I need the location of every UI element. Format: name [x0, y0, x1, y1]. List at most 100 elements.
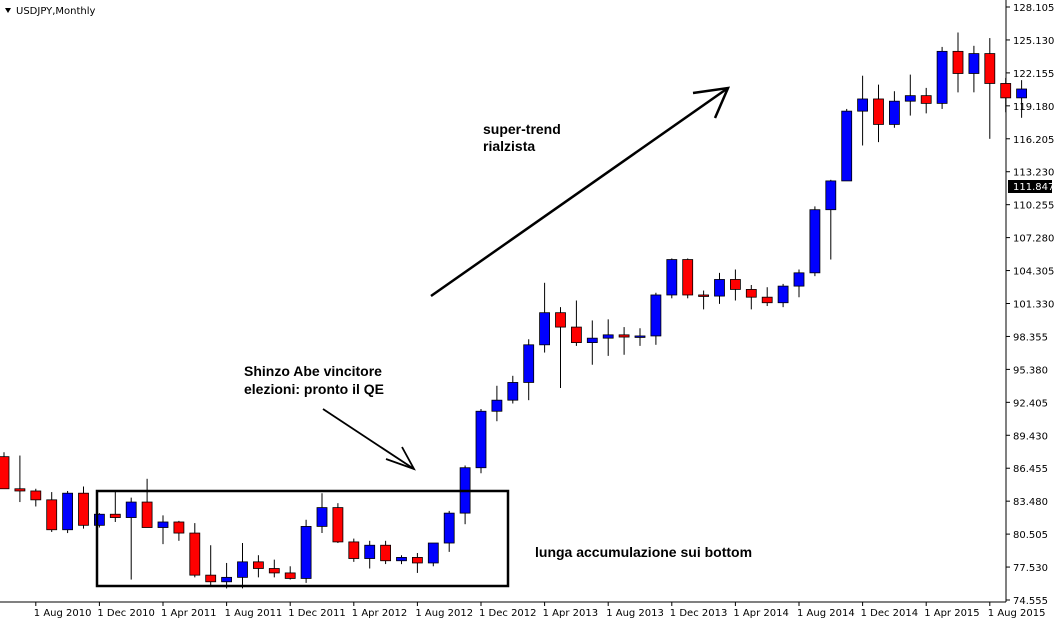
candle [46, 492, 58, 532]
candle-body-down [873, 98, 884, 125]
candle-body-up [364, 544, 376, 559]
y-tick-label: 107.280 [1013, 234, 1054, 245]
candle [698, 290, 709, 310]
annotation-super-trend-line2: rialzista [483, 138, 535, 154]
candle-body-up [443, 512, 455, 544]
candle [507, 375, 519, 404]
candle [682, 258, 694, 299]
candle [761, 287, 773, 307]
candle-body-up [793, 272, 805, 287]
candle [109, 490, 121, 522]
candle [94, 513, 105, 528]
candle-body-down [141, 501, 153, 528]
candle [491, 385, 503, 422]
candle [411, 552, 423, 573]
x-tick-label: 1 Apr 2012 [352, 608, 407, 619]
candle-body-up [650, 294, 662, 337]
candle-body-down [571, 326, 582, 343]
candle-body-up [1016, 88, 1027, 99]
candle [475, 409, 487, 474]
annotation-accumulation: lunga accumulazione sui bottom [535, 544, 752, 560]
candle-body-up [475, 410, 487, 469]
candle-body-up [777, 285, 789, 304]
candle-body-down [14, 488, 26, 492]
candle [173, 520, 185, 541]
candle [364, 540, 376, 569]
annotation-abe-line2: elezioni: pronto il QE [244, 381, 384, 397]
y-tick-label: 122.155 [1013, 69, 1054, 80]
y-tick-label: 101.330 [1013, 300, 1054, 311]
candle [427, 542, 439, 567]
candle [920, 87, 932, 114]
annotation-abe-line1: Shinzo Abe vincitore [244, 363, 382, 379]
x-tick-label: 1 Aug 2012 [415, 608, 473, 619]
y-tick-label: 110.255 [1013, 201, 1054, 212]
y-tick-label: 95.380 [1013, 365, 1048, 376]
candle [348, 538, 360, 562]
candle [586, 320, 598, 365]
candle [968, 45, 980, 93]
candle-body-down [411, 557, 423, 564]
candle-body-up [300, 526, 312, 579]
candle [396, 555, 407, 565]
candle-body-up [634, 335, 646, 338]
candle [284, 566, 296, 580]
x-tick-label: 1 Apr 2015 [924, 608, 979, 619]
candle [666, 258, 678, 299]
candle [984, 38, 996, 139]
candle [205, 545, 217, 586]
candle-body-down [730, 279, 741, 290]
candle-body-up [396, 557, 407, 562]
candle [777, 283, 789, 308]
abe-arrow [322, 408, 416, 471]
candle [936, 46, 948, 109]
candle-body-up [714, 279, 725, 297]
accumulation-box [95, 489, 510, 588]
x-tick-label: 1 Dec 2014 [861, 608, 919, 619]
candle-body-down [348, 541, 360, 559]
candle-body-down [380, 544, 392, 562]
candle [30, 488, 42, 507]
candle-body-down [109, 513, 121, 518]
candle-body-down [555, 312, 566, 328]
y-tick-label: 74.555 [1013, 596, 1048, 607]
triangle-down-icon[interactable] [5, 8, 11, 13]
x-tick-label: 1 Dec 2012 [479, 608, 537, 619]
candle [618, 327, 630, 355]
chart-title: USDJPY,Monthly [16, 6, 96, 17]
candle-body-up [157, 521, 169, 528]
current-price-value: 111.847 [1013, 182, 1054, 193]
candle-body-up [237, 561, 248, 578]
x-tick-label: 1 Aug 2015 [988, 608, 1046, 619]
y-tick-label: 125.130 [1013, 36, 1054, 47]
candle-body-up [523, 344, 535, 383]
y-tick-label: 92.405 [1013, 398, 1048, 409]
x-tick-label: 1 Aug 2013 [606, 608, 664, 619]
candle [189, 523, 201, 578]
candle-body-down [682, 259, 694, 296]
candle [443, 510, 455, 552]
candle [157, 515, 169, 545]
candle [1016, 80, 1027, 118]
candle [523, 339, 535, 401]
candle [539, 282, 550, 353]
candle [952, 32, 964, 93]
price-axis: 128.105 125.130 122.155 119.180 116.205 113.2… [1006, 3, 1054, 607]
candle [316, 493, 328, 534]
y-tick-label: 86.455 [1013, 464, 1048, 475]
candle [809, 206, 821, 277]
candle-body-down [46, 499, 58, 531]
x-tick-label: 1 Dec 2010 [97, 608, 155, 619]
candle-body-up [825, 180, 837, 211]
candle [714, 272, 725, 304]
candle-body-down [173, 521, 185, 534]
candle [252, 555, 264, 578]
candle-body-up [889, 100, 900, 125]
candle [0, 452, 10, 490]
candle-body-down [0, 456, 10, 490]
candle-body-up [666, 259, 678, 296]
candle-body-up [491, 399, 503, 412]
candle [571, 300, 582, 346]
